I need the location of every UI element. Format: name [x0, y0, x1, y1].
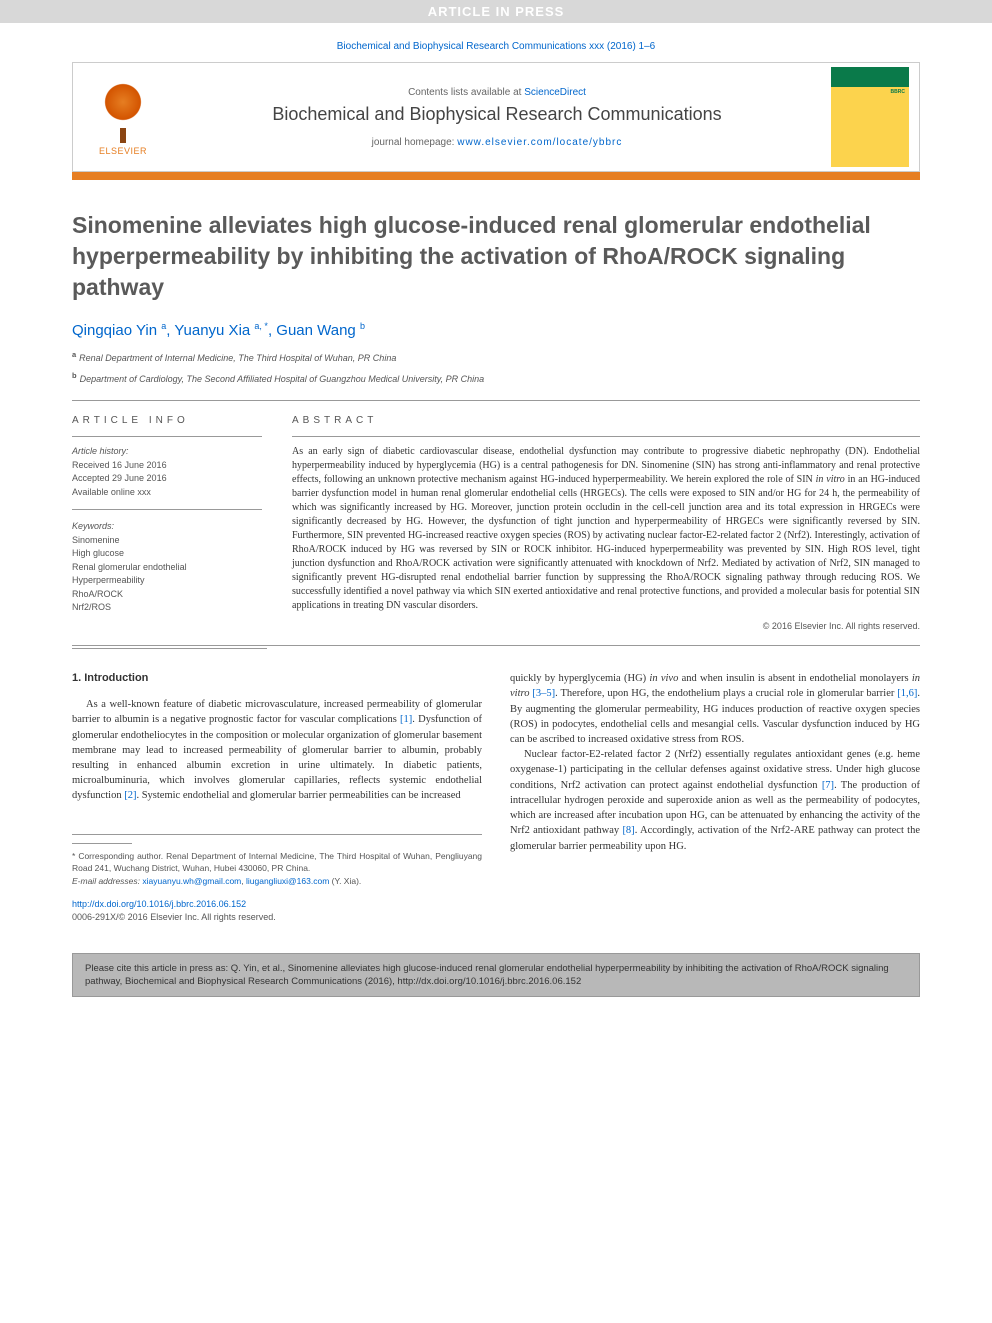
author-name: Guan Wang — [276, 322, 356, 339]
journal-name: Biochemical and Biophysical Research Com… — [181, 104, 813, 125]
body-column-left: 1. Introduction As a well-known feature … — [72, 671, 482, 925]
article-in-press-banner: ARTICLE IN PRESS — [0, 0, 992, 23]
intro-paragraph-3: Nuclear factor-E2-related factor 2 (Nrf2… — [510, 747, 920, 854]
doi-link[interactable]: http://dx.doi.org/10.1016/j.bbrc.2016.06… — [72, 899, 246, 909]
divider — [72, 645, 920, 646]
contents-text: Contents lists available at — [408, 87, 524, 98]
divider — [292, 436, 920, 437]
body-columns: 1. Introduction As a well-known feature … — [72, 671, 920, 925]
author-list: Qingqiao Yin a, Yuanyu Xia a, *, Guan Wa… — [72, 321, 920, 339]
abstract-column: ABSTRACT As an early sign of diabetic ca… — [292, 415, 920, 631]
keywords-block: Keywords: Sinomenine High glucose Renal … — [72, 520, 262, 615]
intro-paragraph-1: As a well-known feature of diabetic micr… — [72, 697, 482, 804]
elsevier-logo: ELSEVIER — [83, 67, 163, 167]
info-abstract-row: ARTICLE INFO Article history: Received 1… — [72, 415, 920, 631]
homepage-label: journal homepage: — [372, 137, 458, 148]
author-aff-mark: a — [161, 321, 166, 331]
cover-abbrev: BBRC — [891, 89, 905, 95]
affiliation-b: bDepartment of Cardiology, The Second Af… — [72, 370, 920, 387]
journal-homepage-line: journal homepage: www.elsevier.com/locat… — [181, 137, 813, 148]
doi-block: http://dx.doi.org/10.1016/j.bbrc.2016.06… — [72, 898, 482, 925]
body-column-right: quickly by hyperglycemia (HG) in vivo an… — [510, 671, 920, 925]
elsevier-label: ELSEVIER — [99, 146, 147, 156]
issn-copyright: 0006-291X/© 2016 Elsevier Inc. All right… — [72, 912, 276, 922]
divider — [72, 436, 262, 437]
page-container: ARTICLE IN PRESS Biochemical and Biophys… — [0, 0, 992, 1323]
abstract-text: As an early sign of diabetic cardiovascu… — [292, 445, 920, 613]
corresponding-author-footer: * Corresponding author. Renal Department… — [72, 834, 482, 925]
journal-homepage-link[interactable]: www.elsevier.com/locate/ybbrc — [457, 137, 622, 148]
citation-line: Biochemical and Biophysical Research Com… — [0, 23, 992, 62]
email-link-1[interactable]: xiayuanyu.wh@gmail.com — [142, 876, 241, 886]
journal-header: ELSEVIER Contents lists available at Sci… — [72, 62, 920, 172]
author-aff-mark: a, * — [254, 321, 268, 331]
journal-cover-thumbnail: BBRC — [831, 67, 909, 167]
elsevier-tree-icon — [98, 78, 148, 138]
aff-text: Department of Cardiology, The Second Aff… — [80, 374, 485, 384]
email-link-2[interactable]: liugangliuxi@163.com — [246, 876, 329, 886]
author-3[interactable]: Guan Wang b — [276, 322, 365, 339]
email-label: E-mail addresses: — [72, 876, 142, 886]
keyword: Sinomenine — [72, 534, 262, 548]
article-info-column: ARTICLE INFO Article history: Received 1… — [72, 415, 262, 631]
intro-heading: 1. Introduction — [72, 671, 482, 687]
aff-mark: a — [72, 350, 76, 359]
abstract-copyright: © 2016 Elsevier Inc. All rights reserved… — [292, 621, 920, 631]
received-date: Received 16 June 2016 — [72, 459, 262, 473]
online-date: Available online xxx — [72, 486, 262, 500]
author-1[interactable]: Qingqiao Yin a — [72, 322, 166, 339]
author-name: Qingqiao Yin — [72, 322, 157, 339]
sciencedirect-link[interactable]: ScienceDirect — [524, 87, 586, 98]
content-area: Sinomenine alleviates high glucose-induc… — [0, 180, 992, 935]
contents-available-line: Contents lists available at ScienceDirec… — [181, 87, 813, 98]
keyword: Hyperpermeability — [72, 574, 262, 588]
affiliation-a: aRenal Department of Internal Medicine, … — [72, 349, 920, 366]
footnote-rule — [72, 843, 132, 844]
intro-paragraph-2: quickly by hyperglycemia (HG) in vivo an… — [510, 671, 920, 747]
keyword: RhoA/ROCK — [72, 588, 262, 602]
abstract-heading: ABSTRACT — [292, 415, 920, 426]
header-center: Contents lists available at ScienceDirec… — [173, 79, 821, 156]
keyword: High glucose — [72, 547, 262, 561]
cite-this-article-box: Please cite this article in press as: Q.… — [72, 953, 920, 998]
history-label: Article history: — [72, 445, 262, 459]
email-line: E-mail addresses: xiayuanyu.wh@gmail.com… — [72, 875, 482, 888]
corresponding-text: * Corresponding author. Renal Department… — [72, 850, 482, 876]
article-title: Sinomenine alleviates high glucose-induc… — [72, 210, 920, 303]
divider — [72, 400, 920, 401]
article-info-heading: ARTICLE INFO — [72, 415, 262, 426]
aff-text: Renal Department of Internal Medicine, T… — [79, 353, 396, 363]
aff-mark: b — [72, 371, 77, 380]
keyword: Nrf2/ROS — [72, 601, 262, 615]
accepted-date: Accepted 29 June 2016 — [72, 472, 262, 486]
keywords-label: Keywords: — [72, 520, 262, 534]
author-2[interactable]: Yuanyu Xia a, * — [174, 322, 268, 339]
keyword: Renal glomerular endothelial — [72, 561, 262, 575]
email-tail: (Y. Xia). — [329, 876, 361, 886]
orange-divider — [72, 172, 920, 180]
article-history: Article history: Received 16 June 2016 A… — [72, 445, 262, 510]
author-name: Yuanyu Xia — [174, 322, 250, 339]
author-aff-mark: b — [360, 321, 365, 331]
divider-short — [72, 648, 267, 649]
